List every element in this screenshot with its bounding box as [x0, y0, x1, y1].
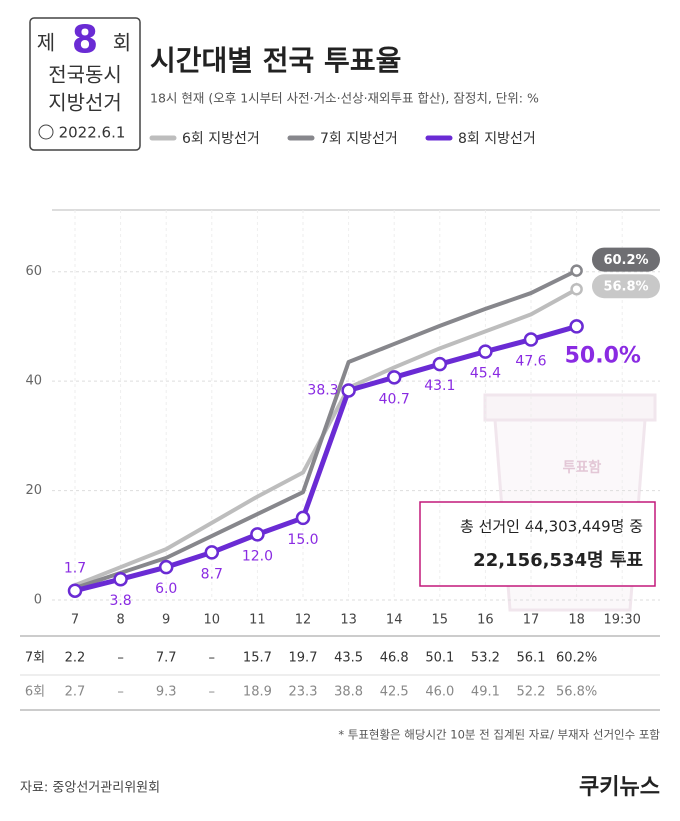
series-line: [74, 268, 578, 590]
end-label-pill: [592, 274, 660, 299]
data-point: [523, 332, 539, 347]
table-cell: 23.3: [289, 685, 318, 700]
x-tick-label: 17: [523, 613, 540, 628]
data-label: 15.0: [287, 532, 318, 548]
end-point: [570, 282, 583, 296]
table-cell: 18.9: [243, 685, 272, 700]
annotation-line1: 총 선거인 44,303,449명 중: [460, 518, 643, 536]
x-tick-label: 18: [568, 613, 585, 628]
table-cell: 56.8%: [556, 685, 597, 700]
data-point: [295, 510, 311, 526]
annotation-line2: 22,156,534명 투표: [473, 550, 643, 571]
y-tick-label: 20: [25, 483, 42, 498]
end-point: [570, 264, 583, 277]
table-cell: 56.1: [517, 651, 546, 666]
y-tick-label: 60: [25, 264, 42, 279]
data-label: 1.7: [64, 561, 86, 577]
data-point: [432, 356, 448, 372]
series-line: [74, 324, 578, 594]
table-cell: 52.2: [517, 685, 546, 700]
x-tick-label: 16: [477, 613, 494, 628]
table-row-label: 6회: [25, 685, 45, 700]
logo: 쿠키뉴스: [579, 775, 660, 800]
table-cell: –: [117, 685, 124, 700]
legend-label: 8회 지방선거: [458, 131, 536, 147]
data-point: [478, 344, 493, 359]
data-label: 43.1: [424, 378, 455, 394]
badge-line3: 지방선거: [48, 91, 122, 115]
ballot-lid: [483, 393, 657, 422]
data-point: [113, 571, 128, 587]
end-label: 56.8%: [603, 280, 648, 295]
table-cell: 15.7: [243, 651, 272, 666]
chart-subtitle: 18시 현재 (오후 1시부터 사전·거소·선상·재외투표 합산), 잠정치, …: [150, 91, 539, 106]
x-tick-label: 8: [116, 613, 124, 628]
data-label: 12.0: [242, 548, 273, 564]
data-point: [204, 545, 220, 560]
table-cell: 38.8: [334, 685, 363, 700]
series-line: [74, 287, 578, 588]
chart-title: 시간대별 전국 투표율: [150, 44, 401, 77]
badge-suffix: 회: [113, 31, 131, 55]
x-tick-label: 14: [386, 613, 403, 628]
data-point: [250, 527, 265, 542]
table-cell: 42.5: [380, 685, 409, 700]
table-cell: 2.7: [65, 685, 86, 700]
data-point: [67, 583, 83, 598]
data-label: 47.6: [515, 354, 546, 370]
table-cell: 46.0: [425, 685, 454, 700]
x-tick-label: 10: [204, 613, 221, 628]
data-label: 40.7: [379, 391, 410, 407]
data-point: [386, 370, 402, 385]
badge-frame: [29, 17, 141, 151]
table-cell: 19.7: [289, 651, 318, 666]
source: 자료: 중앙선거관리위원회: [20, 781, 160, 796]
data-point: [569, 319, 584, 334]
table-cell: 7.7: [156, 651, 177, 666]
table-cell: 43.5: [334, 651, 363, 666]
badge-date: 2022.6.1: [59, 124, 126, 142]
table-cell: 60.2%: [556, 651, 597, 666]
table-row-label: 7회: [25, 651, 45, 666]
badge-line2: 전국동시: [48, 63, 122, 87]
end-label: 60.2%: [603, 253, 648, 268]
legend-label: 6회 지방선거: [182, 131, 260, 147]
table-cell: –: [117, 651, 124, 666]
x-tick-label: 13: [340, 613, 357, 628]
annotation-box: [419, 501, 656, 587]
x-tick-label: 15: [432, 613, 449, 628]
x-tick-label: 7: [71, 613, 79, 628]
end-label-pill: [592, 247, 660, 272]
badge-number: 8: [72, 18, 98, 62]
table-cell: 49.1: [471, 685, 500, 700]
table-cell: 9.3: [156, 685, 177, 700]
x-tick-label: 9: [162, 613, 170, 628]
badge-icon: [38, 124, 54, 140]
y-tick-label: 0: [34, 593, 42, 608]
data-label: 45.4: [470, 366, 501, 382]
table-cell: –: [209, 651, 216, 666]
badge-prefix: 제: [37, 31, 55, 55]
table-cell: 50.1: [425, 651, 454, 666]
data-label: 3.8: [109, 593, 131, 609]
table-cell: 46.8: [380, 651, 409, 666]
table-cell: 2.2: [65, 651, 86, 666]
footnote: * 투표현황은 해당시간 10분 전 집계된 자료/ 부재자 선거인수 포함: [338, 728, 660, 742]
y-tick-label: 40: [25, 374, 42, 389]
table-cell: –: [209, 685, 216, 700]
data-point: [341, 383, 356, 398]
data-label: 8.7: [201, 566, 223, 582]
data-point: [158, 559, 174, 575]
x-tick-label: 12: [295, 613, 312, 628]
data-label: 50.0%: [565, 343, 641, 368]
legend-label: 7회 지방선거: [320, 131, 398, 147]
x-tick-label: 11: [249, 613, 266, 628]
table-cell: 53.2: [471, 651, 500, 666]
data-label: 6.0: [155, 581, 177, 597]
data-label: 38.3: [307, 382, 338, 398]
x-tick-label: 19:30: [603, 613, 640, 628]
ballot-label: 투표함: [563, 459, 602, 476]
